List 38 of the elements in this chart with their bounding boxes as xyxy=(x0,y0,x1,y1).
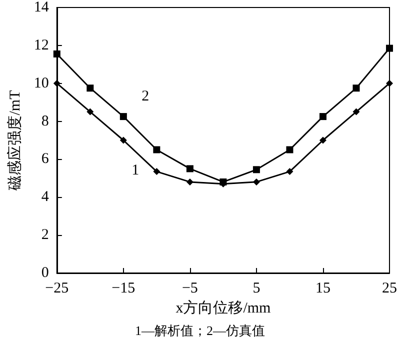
x-tick-label: −5 xyxy=(182,280,198,296)
y-tick-label: 4 xyxy=(41,189,50,206)
y-axis-title: 磁感应强度/mT xyxy=(6,90,24,192)
point xyxy=(252,166,260,174)
y-tick-label: 12 xyxy=(34,37,49,54)
y-tick-label: 2 xyxy=(41,227,49,244)
point xyxy=(186,165,194,172)
x-tick-label: −25 xyxy=(45,280,69,296)
series-label: 1 xyxy=(132,162,140,178)
point xyxy=(86,108,94,116)
point xyxy=(386,44,393,52)
point xyxy=(352,84,360,92)
point xyxy=(319,136,326,144)
y-tick-label: 0 xyxy=(41,265,49,281)
text: 1—解析值；2—仿真值 xyxy=(135,323,265,338)
y-tick-label: 8 xyxy=(41,113,49,130)
point xyxy=(153,146,160,154)
series-label: 2 xyxy=(142,88,150,105)
y-tick-label: 6 xyxy=(41,151,50,168)
point xyxy=(120,113,127,120)
y-tick-label: 10 xyxy=(34,75,49,92)
x-tick-label: −15 xyxy=(112,280,136,296)
x-tick-label: 15 xyxy=(315,280,330,296)
y-tick-label: 14 xyxy=(34,0,50,16)
point xyxy=(352,108,360,116)
point xyxy=(386,80,393,87)
point xyxy=(286,146,294,154)
x-axis-title: x方向位移/mm xyxy=(176,299,272,316)
point xyxy=(86,84,94,92)
point xyxy=(153,168,160,176)
point xyxy=(186,178,194,186)
x-tick-label: 5 xyxy=(252,280,260,296)
x-tick-label: 25 xyxy=(382,280,397,296)
point xyxy=(120,136,127,144)
point xyxy=(53,50,60,58)
point xyxy=(286,168,294,176)
point xyxy=(252,178,260,186)
point xyxy=(319,113,326,120)
